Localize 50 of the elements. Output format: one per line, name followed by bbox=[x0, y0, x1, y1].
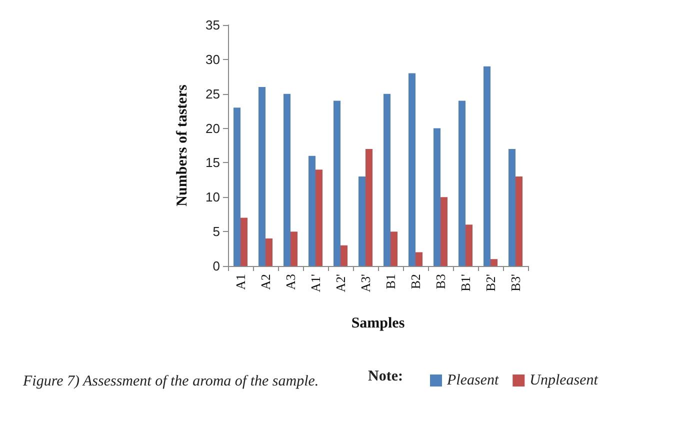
bar bbox=[358, 176, 366, 266]
y-tick-label: 20 bbox=[206, 120, 220, 136]
x-tick-label: A2' bbox=[333, 274, 348, 292]
bar bbox=[258, 86, 266, 266]
x-tick-label: B3 bbox=[433, 274, 448, 290]
y-tick-label: 35 bbox=[206, 18, 220, 32]
x-tick-label: B2' bbox=[483, 274, 498, 292]
x-tick-label: B3' bbox=[508, 274, 523, 292]
bar bbox=[284, 94, 290, 266]
x-tick-label: B2 bbox=[408, 274, 423, 290]
bar bbox=[340, 245, 348, 266]
y-axis-title: Numbers of tasters bbox=[174, 84, 190, 206]
bar bbox=[240, 218, 248, 266]
x-tick-label: A3 bbox=[283, 274, 298, 290]
bar bbox=[408, 73, 416, 266]
y-tick-label: 10 bbox=[206, 190, 220, 205]
y-tick-label: 5 bbox=[212, 224, 220, 240]
bar bbox=[366, 148, 372, 266]
y-tick-label: 25 bbox=[206, 86, 220, 102]
x-tick-label: A2 bbox=[258, 274, 273, 290]
bar bbox=[334, 100, 340, 266]
bar bbox=[516, 176, 522, 266]
bar bbox=[440, 197, 448, 266]
text: Note: bbox=[368, 368, 403, 384]
bar bbox=[484, 66, 490, 266]
x-tick-label: B1 bbox=[383, 274, 398, 290]
bar bbox=[290, 232, 298, 266]
y-tick-label: 0 bbox=[212, 258, 220, 274]
x-tick-label: A1 bbox=[233, 274, 248, 290]
x-tick-label: A3' bbox=[358, 274, 373, 292]
bar bbox=[316, 170, 322, 266]
x-tick-label: A1' bbox=[308, 274, 323, 292]
bar bbox=[308, 156, 316, 266]
bar bbox=[234, 108, 240, 266]
x-tick-label: B1' bbox=[458, 274, 473, 292]
bar bbox=[490, 259, 498, 266]
text: Figure 7) Assessment of the aroma of the sample. bbox=[22, 374, 319, 390]
x-axis-title: Samples bbox=[351, 316, 405, 332]
bar bbox=[266, 238, 272, 266]
y-tick-label: 15 bbox=[206, 155, 220, 170]
bar bbox=[384, 94, 390, 266]
bar bbox=[416, 252, 422, 266]
bar bbox=[466, 224, 472, 266]
y-tick-label: 30 bbox=[206, 52, 220, 67]
legend-label: Pleasent bbox=[446, 372, 500, 388]
legend-label: Unpleasent bbox=[530, 372, 599, 388]
bar bbox=[458, 100, 466, 266]
bar bbox=[508, 148, 516, 266]
bar bbox=[390, 232, 398, 266]
bar bbox=[434, 128, 440, 266]
